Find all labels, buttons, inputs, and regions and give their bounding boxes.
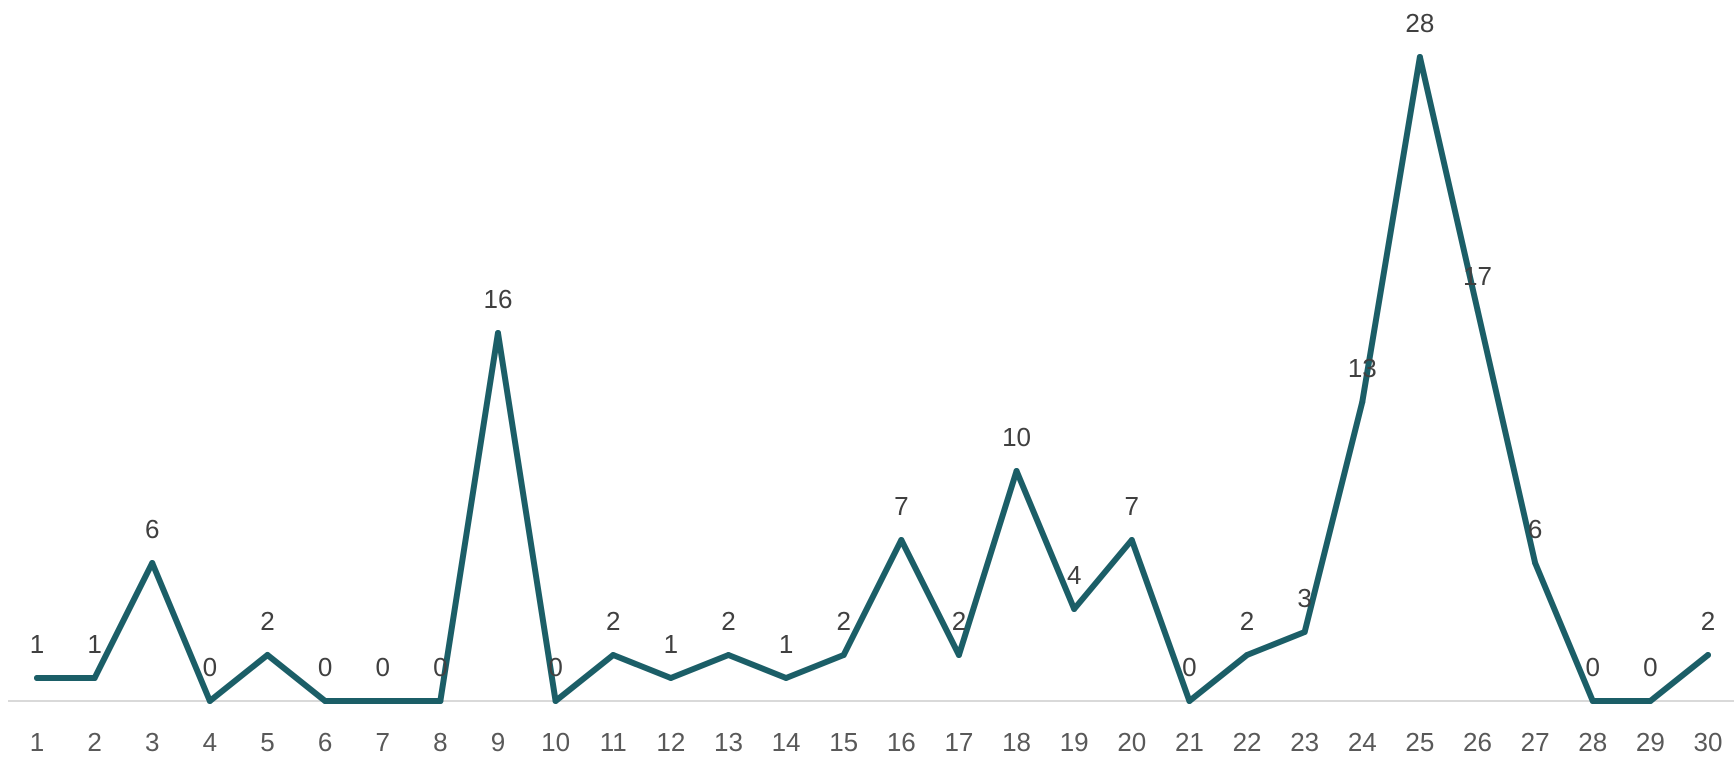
data-point — [1705, 652, 1711, 658]
data-point — [322, 698, 329, 704]
x-tick-label: 30 — [1694, 727, 1723, 757]
x-tick-label: 7 — [375, 727, 389, 757]
data-label: 2 — [952, 606, 966, 636]
data-label: 0 — [318, 652, 332, 682]
x-tick-label: 9 — [491, 727, 505, 757]
data-point — [91, 675, 98, 681]
data-label: 7 — [1125, 491, 1139, 521]
data-point — [1532, 560, 1539, 566]
x-tick-label: 29 — [1636, 727, 1665, 757]
data-point — [1071, 606, 1078, 612]
x-tick-label: 25 — [1405, 727, 1434, 757]
data-label: 17 — [1463, 261, 1492, 291]
data-label: 6 — [1528, 514, 1542, 544]
data-label: 0 — [548, 652, 562, 682]
data-point — [1186, 698, 1193, 704]
data-point — [667, 675, 674, 681]
data-label: 2 — [260, 606, 274, 636]
data-point — [955, 652, 962, 658]
x-tick-label: 5 — [260, 727, 274, 757]
x-tick-label: 6 — [318, 727, 332, 757]
data-point — [1244, 652, 1251, 658]
data-point — [898, 537, 905, 543]
data-point — [1416, 54, 1423, 60]
data-label: 13 — [1348, 353, 1377, 383]
x-tick-label: 18 — [1002, 727, 1031, 757]
data-label: 0 — [375, 652, 389, 682]
x-tick-label: 27 — [1521, 727, 1550, 757]
data-point — [379, 698, 386, 704]
data-label: 10 — [1002, 422, 1031, 452]
data-point — [610, 652, 617, 658]
x-tick-label: 22 — [1233, 727, 1262, 757]
data-label: 7 — [894, 491, 908, 521]
data-point — [725, 652, 732, 658]
data-label: 28 — [1405, 8, 1434, 38]
x-tick-label: 2 — [87, 727, 101, 757]
x-tick-label: 8 — [433, 727, 447, 757]
data-label: 2 — [1240, 606, 1254, 636]
x-tick-label: 16 — [887, 727, 916, 757]
x-tick-label: 19 — [1060, 727, 1089, 757]
x-tick-label: 14 — [772, 727, 801, 757]
x-tick-label: 10 — [541, 727, 570, 757]
data-point — [1128, 537, 1135, 543]
data-label: 2 — [1701, 606, 1715, 636]
x-tick-label: 23 — [1290, 727, 1319, 757]
data-label: 16 — [484, 284, 513, 314]
data-point — [264, 652, 271, 658]
series-line — [34, 54, 1711, 704]
x-tick-label: 3 — [145, 727, 159, 757]
data-label: 0 — [433, 652, 447, 682]
data-label: 0 — [1643, 652, 1657, 682]
x-tick-label: 21 — [1175, 727, 1204, 757]
data-point — [552, 698, 559, 704]
x-tick-layer: 1 2 3 4 5 6 7 8 9 10 11 12 13 14 15 16 17 18 19 20 21 22 23 24 2… — [30, 727, 1723, 757]
data-point — [1474, 307, 1481, 313]
data-point — [149, 560, 156, 566]
data-point — [1359, 399, 1366, 405]
x-tick-label: 11 — [600, 727, 627, 757]
x-tick-label: 13 — [714, 727, 743, 757]
data-point — [494, 330, 501, 336]
data-point — [206, 698, 213, 704]
x-tick-label: 4 — [203, 727, 217, 757]
data-label: 3 — [1297, 583, 1311, 613]
data-point — [783, 675, 790, 681]
data-label: 1 — [30, 629, 44, 659]
data-label: 1 — [779, 629, 793, 659]
x-tick-label: 1 — [30, 727, 44, 757]
data-label: 0 — [203, 652, 217, 682]
data-point — [840, 652, 847, 658]
data-label: 0 — [1182, 652, 1196, 682]
x-tick-label: 17 — [944, 727, 973, 757]
data-label: 1 — [664, 629, 678, 659]
data-label: 2 — [606, 606, 620, 636]
data-label: 6 — [145, 514, 159, 544]
data-point — [1647, 698, 1654, 704]
data-label: 2 — [836, 606, 850, 636]
x-tick-label: 20 — [1117, 727, 1146, 757]
x-tick-label: 24 — [1348, 727, 1377, 757]
series-layer — [34, 54, 1711, 704]
x-tick-label: 26 — [1463, 727, 1492, 757]
data-point — [1589, 698, 1596, 704]
x-tick-label: 28 — [1578, 727, 1607, 757]
data-point — [1301, 629, 1308, 635]
data-label: 1 — [87, 629, 101, 659]
x-tick-label: 12 — [656, 727, 685, 757]
data-point — [437, 698, 444, 704]
x-tick-label: 15 — [829, 727, 858, 757]
data-label: 0 — [1586, 652, 1600, 682]
data-point — [34, 675, 40, 681]
data-label: 2 — [721, 606, 735, 636]
data-label: 4 — [1067, 560, 1081, 590]
data-point — [1013, 468, 1020, 474]
